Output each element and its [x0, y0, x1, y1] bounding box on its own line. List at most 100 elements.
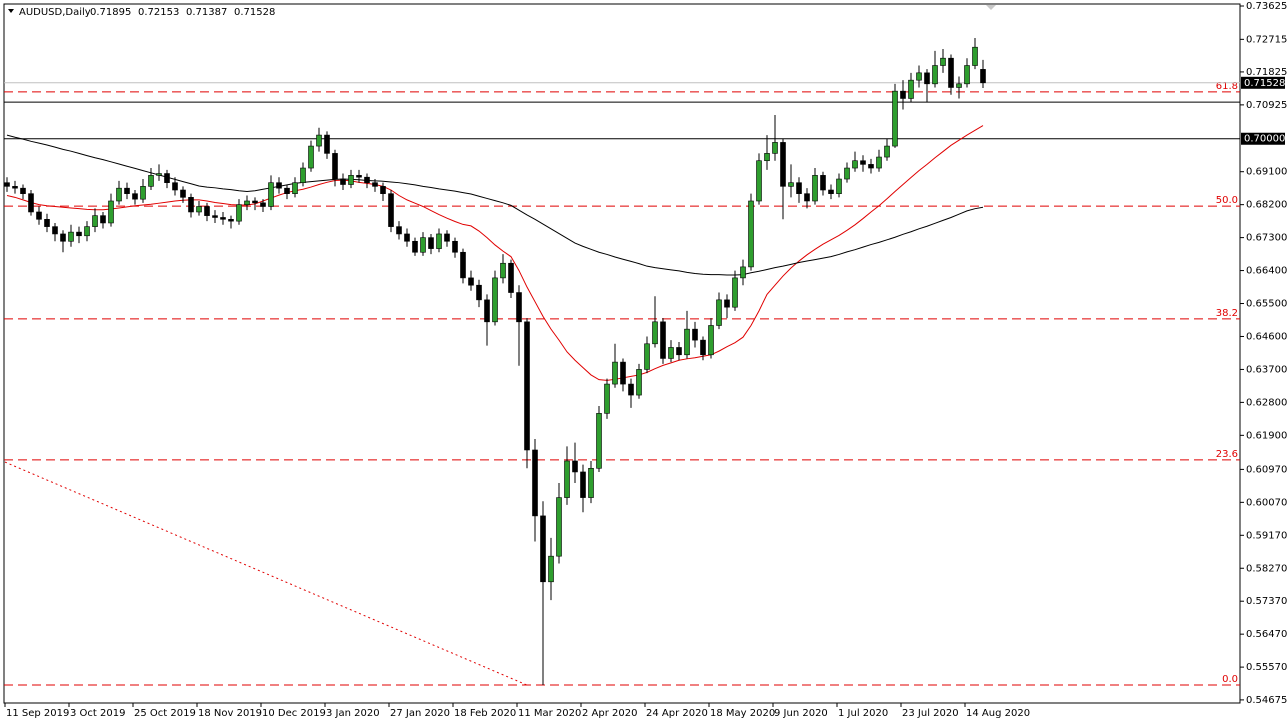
- candle-body: [284, 187, 290, 194]
- y-tick-label: 0.69100: [1246, 167, 1287, 178]
- candle-body: [764, 153, 770, 162]
- shift-marker: [986, 5, 996, 10]
- price-label: 0.71528: [1244, 78, 1285, 89]
- x-tick-label: 24 Apr 2020: [646, 708, 708, 719]
- candle-body: [236, 204, 242, 222]
- x-tick-label: 18 Nov 2019: [198, 708, 262, 719]
- fib-label: 23.6: [1216, 449, 1238, 460]
- candle-body: [252, 200, 258, 204]
- candle-body: [676, 347, 682, 356]
- y-tick-label: 0.55570: [1246, 662, 1287, 673]
- candle-body: [52, 226, 58, 235]
- candle-body: [356, 175, 362, 178]
- candle-body: [172, 182, 178, 191]
- candle-body: [556, 497, 562, 557]
- candle-body: [4, 182, 10, 187]
- candle-body: [748, 200, 754, 268]
- candle-body: [812, 175, 818, 202]
- candle-body: [340, 178, 346, 185]
- candle-body: [188, 197, 194, 213]
- candle-body: [516, 292, 522, 323]
- level-box: [1241, 132, 1285, 145]
- fib-label: 61.8: [1216, 81, 1238, 92]
- y-tick-label: 0.67300: [1246, 233, 1287, 244]
- candle-body: [716, 299, 722, 326]
- candle-body: [612, 361, 618, 385]
- candle-body: [180, 189, 186, 198]
- candle-body: [372, 182, 378, 187]
- y-tick-label: 0.61900: [1246, 430, 1287, 441]
- candle-body: [700, 339, 706, 356]
- menu-triangle: [8, 9, 14, 13]
- candle-body: [132, 193, 138, 200]
- candle-body: [292, 182, 298, 194]
- x-tick-label: 14 Aug 2020: [966, 708, 1030, 719]
- candle-body: [684, 328, 690, 356]
- candle-body: [948, 57, 954, 88]
- candle-body: [804, 193, 810, 202]
- candle-body: [628, 383, 634, 396]
- candle-body: [892, 90, 898, 147]
- y-tick-label: 0.60970: [1246, 464, 1287, 475]
- y-tick-label: 0.66400: [1246, 266, 1287, 277]
- y-tick-label: 0.64600: [1246, 331, 1287, 342]
- candle-body: [580, 471, 586, 498]
- y-tick-label: 0.65500: [1246, 299, 1287, 310]
- candle-body: [348, 175, 354, 185]
- x-tick-label: 11 Mar 2020: [518, 708, 581, 719]
- candle-body: [604, 383, 610, 414]
- candle-body: [36, 211, 42, 220]
- moving-average: [6, 125, 984, 381]
- candle-body: [780, 142, 786, 187]
- candle-body: [20, 187, 26, 194]
- candle-body: [852, 160, 858, 169]
- x-tick-label: 10 Dec 2019: [262, 708, 326, 719]
- candle-body: [468, 277, 474, 286]
- candle-body: [972, 46, 978, 66]
- y-tick-label: 0.58270: [1246, 563, 1287, 574]
- candle-body: [276, 182, 282, 189]
- candle-body: [692, 328, 698, 341]
- candle-body: [740, 266, 746, 279]
- candle-body: [756, 160, 762, 202]
- candle-body: [148, 175, 154, 187]
- candle-body: [68, 231, 74, 242]
- candle-body: [620, 361, 626, 385]
- candle-body: [524, 321, 530, 451]
- x-tick-label: 3 Oct 2019: [70, 708, 125, 719]
- candle-body: [844, 167, 850, 180]
- candle-body: [84, 226, 90, 237]
- candle-body: [108, 200, 114, 224]
- candle-body: [836, 178, 842, 194]
- candle-body: [244, 200, 250, 205]
- y-tick-label: 0.62800: [1246, 397, 1287, 408]
- candle-body: [860, 160, 866, 165]
- candle-body: [964, 65, 970, 85]
- candle-body: [660, 321, 666, 359]
- candle-body: [204, 206, 210, 216]
- candle-body: [364, 176, 370, 183]
- x-tick-label: 11 Sep 2019: [6, 708, 69, 719]
- candle-body: [428, 237, 434, 249]
- candle-body: [932, 65, 938, 85]
- candle-body: [876, 156, 882, 169]
- x-tick-label: 9 Jun 2020: [774, 708, 828, 719]
- candle-body: [228, 219, 234, 222]
- candle-body: [380, 186, 386, 194]
- candle-body: [260, 202, 266, 207]
- candle-body: [404, 233, 410, 242]
- candle-body: [732, 277, 738, 308]
- candle-body: [476, 284, 482, 301]
- fib-label: 0.0: [1222, 674, 1238, 685]
- candle-body: [412, 240, 418, 253]
- x-tick-label: 2 Apr 2020: [582, 708, 637, 719]
- candle-body: [196, 206, 202, 213]
- candle-body: [588, 467, 594, 498]
- candle-body: [828, 189, 834, 194]
- candle-body: [396, 226, 402, 235]
- candle-body: [644, 343, 650, 370]
- candle-body: [164, 173, 170, 183]
- candle-body: [444, 233, 450, 242]
